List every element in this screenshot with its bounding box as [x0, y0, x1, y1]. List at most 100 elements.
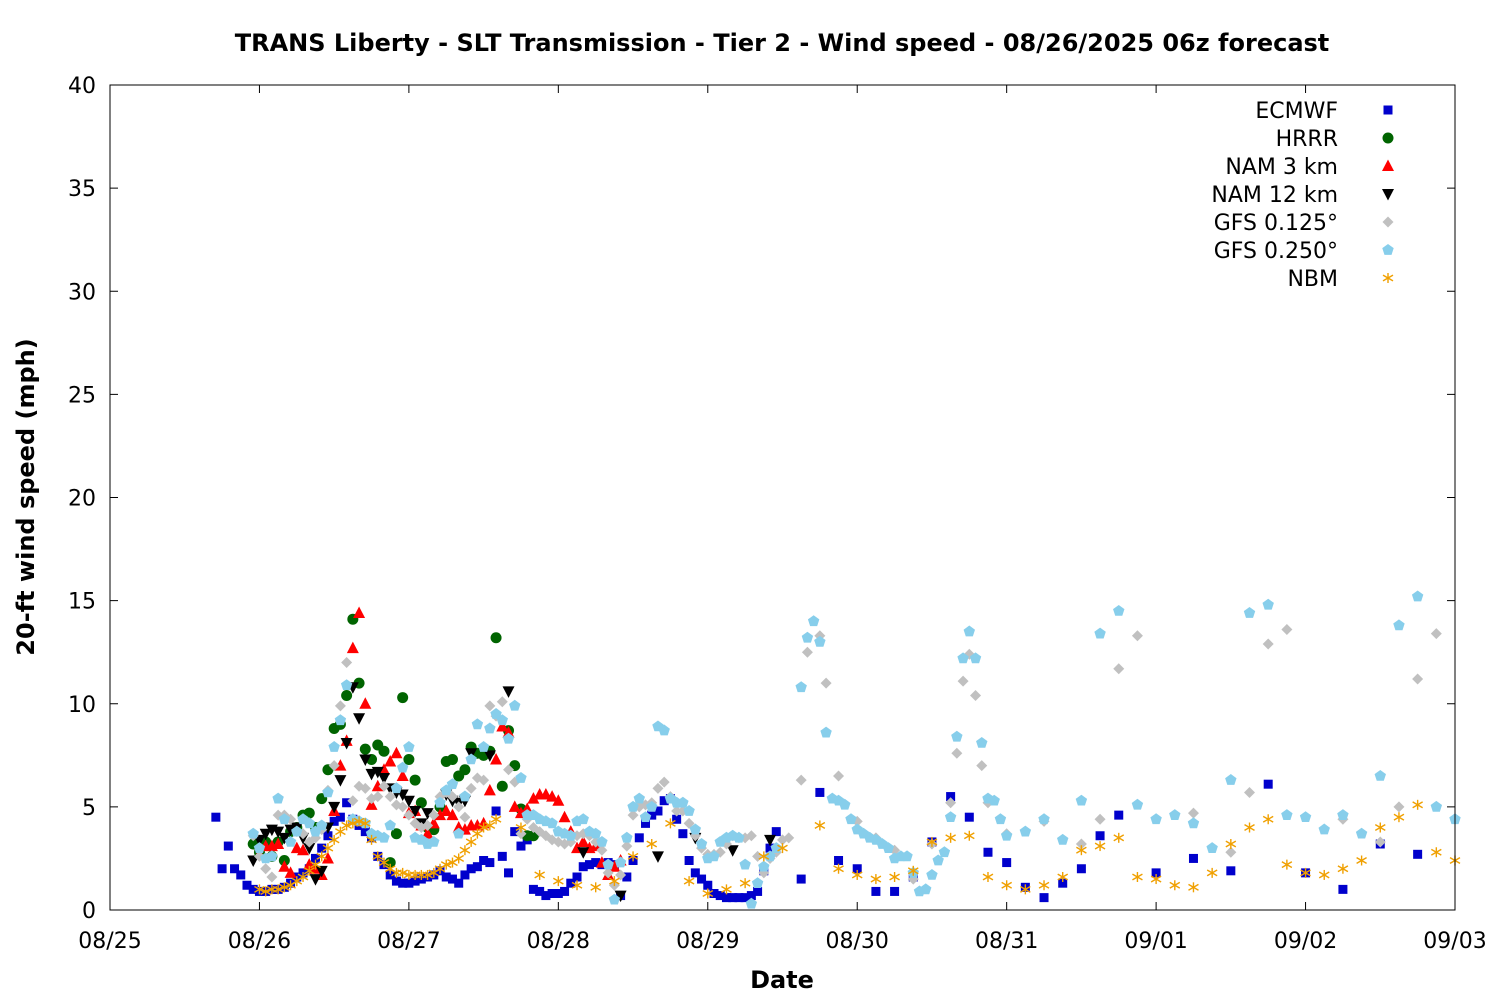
data-point — [1281, 624, 1293, 635]
x-tick-label: 08/30 — [826, 929, 889, 954]
data-point — [1150, 874, 1162, 885]
data-point — [633, 792, 645, 804]
data-point — [278, 860, 291, 872]
data-point — [1002, 858, 1012, 868]
data-point — [1338, 884, 1348, 894]
data-point — [440, 804, 453, 816]
legend-label: ECMWF — [1255, 99, 1338, 124]
data-point — [795, 774, 807, 786]
data-point — [478, 774, 490, 786]
data-point — [321, 851, 334, 864]
data-point — [397, 801, 409, 813]
data-point — [402, 795, 415, 808]
data-point — [1300, 867, 1311, 878]
data-point — [453, 853, 465, 864]
data-point — [690, 868, 700, 878]
data-point — [622, 872, 632, 882]
data-point — [577, 835, 590, 847]
data-point — [976, 736, 988, 748]
legend: ECMWF HRRR NAM 3 km NAM 12 km GFS 0.125° GFS … — [1211, 99, 1394, 292]
data-point — [322, 786, 334, 798]
data-point — [946, 792, 956, 802]
y-tick-label: 5 — [82, 796, 96, 821]
data-point — [815, 787, 825, 797]
data-point — [641, 818, 651, 828]
data-point — [647, 810, 657, 820]
data-point — [1337, 809, 1349, 820]
data-point — [347, 818, 359, 829]
data-point — [1151, 868, 1161, 878]
data-point — [820, 677, 832, 689]
data-point — [1355, 827, 1368, 839]
data-point — [1262, 598, 1274, 610]
data-point — [1094, 627, 1106, 639]
x-tick-label: 08/25 — [78, 929, 141, 954]
data-point — [547, 889, 557, 898]
data-point — [572, 872, 582, 882]
x-tick-label: 09/01 — [1124, 929, 1187, 954]
data-point — [926, 836, 938, 847]
data-point — [1076, 845, 1087, 856]
data-point — [1243, 607, 1256, 618]
data-point — [353, 713, 366, 725]
data-point — [472, 828, 483, 839]
data-point — [284, 866, 297, 878]
data-point — [415, 797, 427, 809]
data-point — [329, 816, 339, 826]
data-point — [315, 865, 328, 878]
data-point — [1075, 838, 1087, 850]
legend-marker — [1382, 189, 1394, 201]
data-point — [1000, 829, 1013, 841]
data-point — [490, 632, 502, 644]
data-point — [590, 882, 602, 893]
y-axis-label: 20-ft wind speed (mph) — [12, 338, 40, 655]
data-point — [1393, 812, 1405, 823]
data-point — [303, 865, 315, 876]
data-point — [584, 860, 594, 870]
data-point — [1244, 786, 1256, 798]
data-point — [621, 840, 633, 852]
data-point — [260, 886, 272, 897]
legend-label: HRRR — [1276, 127, 1338, 152]
data-point — [334, 700, 346, 712]
data-point — [459, 790, 471, 802]
data-point — [397, 867, 409, 878]
data-point — [328, 801, 341, 814]
data-point — [658, 776, 670, 788]
data-point — [546, 817, 558, 829]
series-gfs-0-125- — [247, 624, 1442, 891]
legend-marker — [1382, 273, 1394, 283]
data-point — [353, 606, 366, 618]
data-point — [602, 858, 614, 870]
data-point — [901, 850, 913, 862]
data-point — [465, 753, 477, 765]
y-tick-label: 15 — [68, 590, 96, 615]
data-point — [384, 791, 396, 803]
legend-label: GFS 0.125° — [1214, 211, 1338, 236]
data-point — [945, 797, 957, 809]
data-point — [1430, 800, 1443, 812]
data-point — [589, 827, 602, 839]
data-point — [571, 880, 583, 891]
data-point — [889, 872, 900, 882]
data-point — [1057, 872, 1069, 882]
data-point — [1262, 814, 1274, 825]
data-point — [472, 862, 482, 872]
data-point — [739, 858, 751, 870]
data-point — [471, 718, 484, 730]
data-point — [446, 778, 459, 790]
data-point — [758, 851, 770, 862]
data-point — [771, 827, 781, 837]
data-point — [1038, 880, 1050, 891]
data-point — [1113, 832, 1125, 843]
data-point — [697, 874, 707, 884]
data-point — [372, 851, 384, 862]
data-point — [254, 884, 265, 895]
data-point — [421, 808, 434, 820]
data-point — [988, 794, 1000, 806]
data-point — [944, 811, 957, 823]
data-point — [372, 791, 384, 803]
data-point — [1057, 833, 1069, 845]
data-point — [1411, 590, 1424, 602]
data-point — [335, 826, 346, 837]
